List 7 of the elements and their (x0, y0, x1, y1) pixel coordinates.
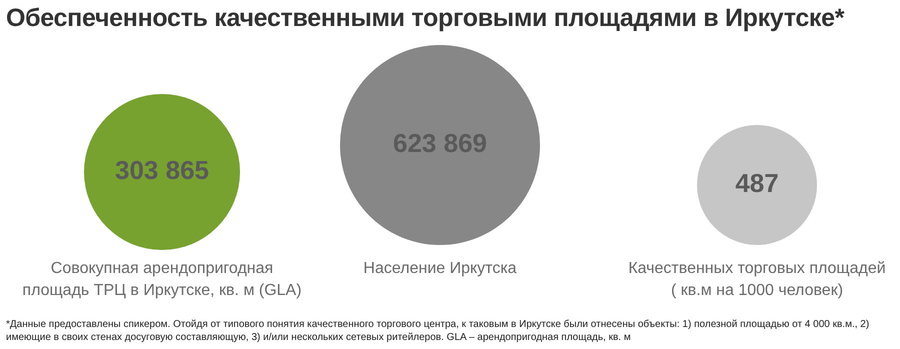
text: *Данные предоставлены спикером. Отойдя от типового понятия качественного торгового центра, к таковым в Иркутске были отнесены объекты: 1) полезной площадью от 4 000 кв.м., 2) имеющие в своих стенах досуговую составляющую, 3) и/или нескольких сетевых ритейлеров. GLA – арендопригодная площадь, кв. м (6, 318, 870, 344)
category-label: Население Иркутска (362, 259, 518, 279)
category-label: Качественных торговых площадей ( кв.м на 1000 человек) (627, 259, 887, 301)
text: Обеспеченность качественными торговыми площадями в Иркутске* (6, 4, 844, 33)
data-label: 487 (735, 168, 779, 198)
data-label: 303 865 (115, 155, 209, 186)
category-label: Совокупная арендопригодная площадь ТРЦ в Иркутске, кв. м (GLA) (21, 259, 303, 301)
